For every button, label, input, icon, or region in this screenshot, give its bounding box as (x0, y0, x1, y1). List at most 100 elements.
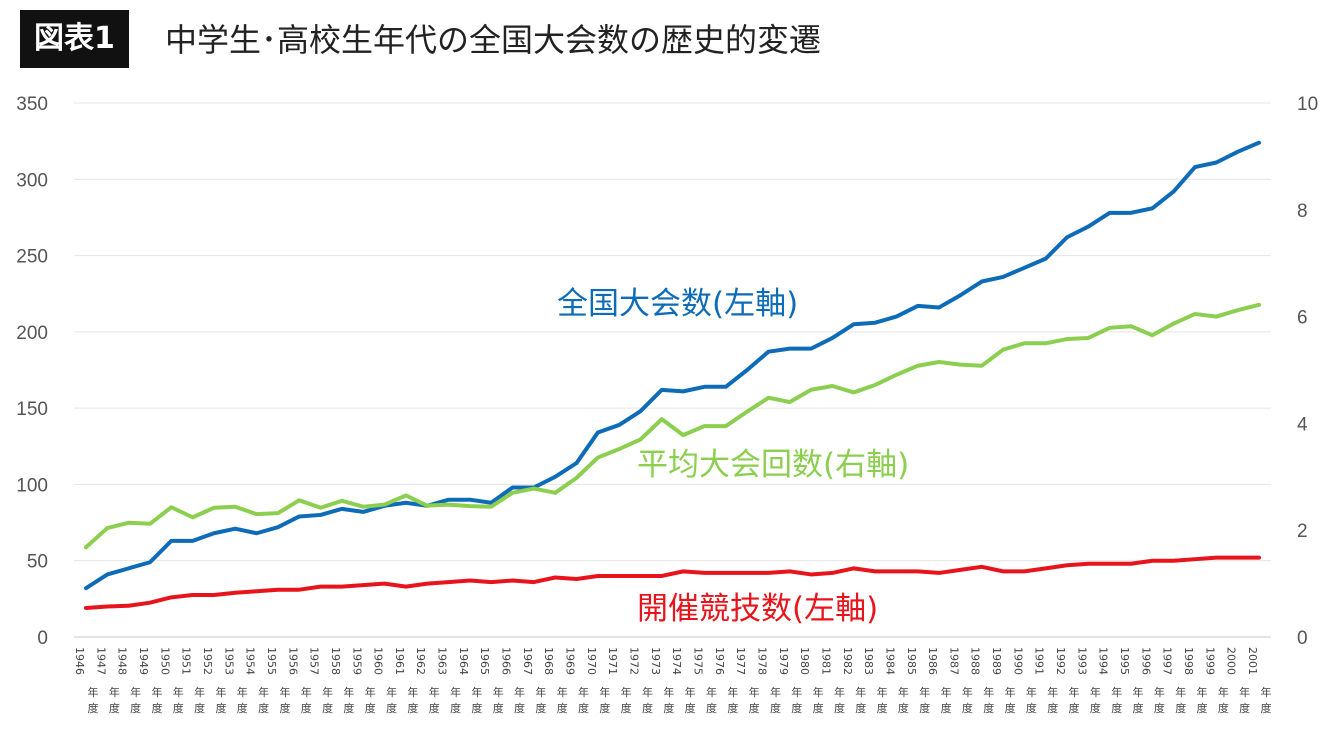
x-tick-do: 度 (877, 701, 888, 715)
x-tick-do: 度 (1111, 701, 1122, 715)
x-tick-do: 度 (535, 701, 546, 715)
x-tick-nen: 年 (407, 685, 418, 699)
x-tick-do: 度 (919, 701, 930, 715)
x-tick-nen: 年 (877, 685, 888, 699)
x-tick-nen: 年 (471, 685, 482, 699)
x-tick-year: 1988 (969, 647, 982, 675)
x-tick-year: 1958 (329, 647, 342, 675)
series-label-2: 平均大会回数(右軸) (637, 447, 909, 483)
x-tick-year: 1983 (862, 647, 875, 675)
x-tick-nen: 年 (983, 685, 994, 699)
x-tick-nen: 年 (1154, 685, 1165, 699)
series-lines (84, 140, 1261, 611)
x-tick-do: 度 (173, 701, 184, 715)
x-axis: 1946年度1947年度1948年度1949年度1950年度1951年度1952… (73, 647, 1272, 715)
x-tick-year: 1966 (500, 647, 513, 675)
x-tick-do: 度 (770, 701, 781, 715)
series-labels: 全国大会数(左軸) 平均大会回数(右軸) 開催競技数(左軸) (557, 286, 909, 627)
x-tick-nen: 年 (322, 685, 333, 699)
x-tick-nen: 年 (791, 685, 802, 699)
x-tick-nen: 年 (663, 685, 674, 699)
x-tick-year: 1957 (308, 647, 321, 675)
x-tick-nen: 年 (130, 685, 141, 699)
x-tick-year: 1972 (628, 647, 641, 675)
x-tick-do: 度 (493, 701, 504, 715)
x-tick-year: 1951 (180, 647, 193, 675)
y-right-tick-label: 0 (1297, 628, 1308, 649)
x-tick-year: 1998 (1182, 647, 1195, 675)
x-tick-do: 度 (1154, 701, 1165, 715)
x-tick-nen: 年 (429, 685, 440, 699)
x-tick-do: 度 (1133, 701, 1144, 715)
x-tick-nen: 年 (1175, 685, 1186, 699)
x-tick-nen: 年 (343, 685, 354, 699)
x-tick-year: 1967 (521, 647, 534, 675)
x-tick-do: 度 (407, 701, 418, 715)
x-tick-nen: 年 (855, 685, 866, 699)
y-left-tick-label: 250 (16, 247, 48, 268)
x-tick-year: 1952 (201, 647, 214, 675)
x-tick-do: 度 (514, 701, 525, 715)
x-tick-year: 1961 (393, 647, 406, 675)
x-tick-do: 度 (813, 701, 824, 715)
x-tick-nen: 年 (1197, 685, 1208, 699)
x-tick-year: 1987 (947, 647, 960, 675)
x-tick-year: 1984 (883, 647, 896, 675)
figure-header: 図表1 中学生･高校生年代の全国大会数の歴史的変遷 (0, 0, 1340, 80)
y-right-tick-label: 2 (1297, 521, 1308, 542)
x-tick-do: 度 (855, 701, 866, 715)
x-tick-year: 1985 (905, 647, 918, 675)
x-tick-do: 度 (898, 701, 909, 715)
x-tick-year: 1970 (585, 647, 598, 675)
x-tick-do: 度 (237, 701, 248, 715)
x-tick-nen: 年 (578, 685, 589, 699)
y-right-tick-label: 10 (1297, 94, 1318, 115)
x-tick-year: 1999 (1203, 647, 1216, 675)
x-tick-do: 度 (343, 701, 354, 715)
x-tick-year: 1997 (1161, 647, 1174, 675)
x-tick-nen: 年 (514, 685, 525, 699)
x-tick-nen: 年 (493, 685, 504, 699)
x-tick-do: 度 (1026, 701, 1037, 715)
x-tick-do: 度 (1197, 701, 1208, 715)
series-line-2 (84, 302, 1261, 550)
series-line-3 (84, 555, 1261, 611)
x-tick-do: 度 (365, 701, 376, 715)
x-tick-nen: 年 (1239, 685, 1250, 699)
x-tick-nen: 年 (386, 685, 397, 699)
x-tick-year: 1975 (691, 647, 704, 675)
x-tick-do: 度 (88, 701, 99, 715)
x-tick-year: 1995 (1118, 647, 1131, 675)
y-right-tick-label: 6 (1297, 308, 1308, 329)
x-tick-year: 1994 (1097, 647, 1110, 675)
y-left-tick-label: 350 (16, 94, 48, 115)
x-tick-year: 1965 (478, 647, 491, 675)
x-tick-nen: 年 (301, 685, 312, 699)
x-tick-do: 度 (1239, 701, 1250, 715)
x-tick-do: 度 (301, 701, 312, 715)
x-tick-year: 1968 (542, 647, 555, 675)
x-tick-year: 1953 (222, 647, 235, 675)
y-left-tick-label: 200 (16, 323, 48, 344)
x-tick-do: 度 (1090, 701, 1101, 715)
x-tick-nen: 年 (215, 685, 226, 699)
y-right-tick-label: 8 (1297, 201, 1308, 222)
x-tick-year: 1978 (755, 647, 768, 675)
x-tick-nen: 年 (706, 685, 717, 699)
x-tick-nen: 年 (194, 685, 205, 699)
x-tick-do: 度 (642, 701, 653, 715)
x-tick-do: 度 (941, 701, 952, 715)
x-tick-do: 度 (279, 701, 290, 715)
x-tick-year: 1989 (990, 647, 1003, 675)
x-tick-year: 1964 (457, 647, 470, 675)
chart-title: 中学生･高校生年代の全国大会数の歴史的変遷 (165, 21, 822, 59)
x-tick-year: 1973 (649, 647, 662, 675)
series-label-1: 全国大会数(左軸) (557, 286, 798, 322)
x-tick-year: 1992 (1054, 647, 1067, 675)
x-tick-do: 度 (599, 701, 610, 715)
x-tick-do: 度 (1218, 701, 1229, 715)
x-tick-nen: 年 (898, 685, 909, 699)
x-tick-do: 度 (1005, 701, 1016, 715)
x-tick-year: 1947 (94, 647, 107, 675)
